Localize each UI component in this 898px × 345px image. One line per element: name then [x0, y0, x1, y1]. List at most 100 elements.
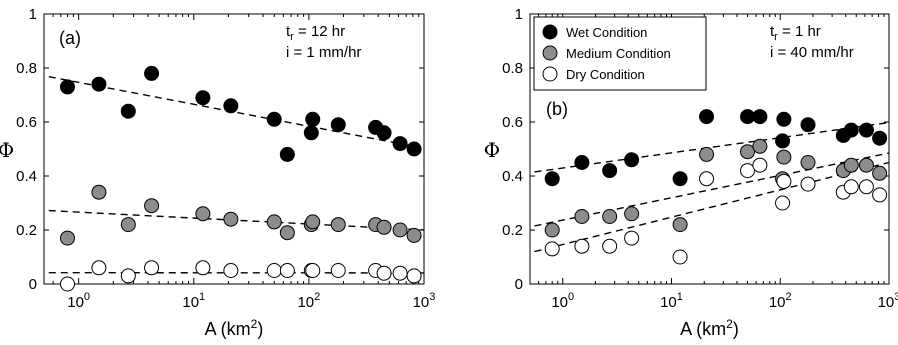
legend-marker-dry: [542, 66, 558, 82]
data-point-medium: [872, 165, 888, 181]
x-tick-label-exponent: 2: [314, 291, 320, 303]
x-tick-label-exponent: 0: [84, 291, 90, 303]
data-point-dry: [872, 187, 888, 203]
data-point-dry: [752, 157, 768, 173]
data-point-medium: [305, 214, 321, 230]
data-point-medium: [279, 225, 295, 241]
data-point-medium: [699, 146, 715, 162]
annotation-line: tr = 12 hr: [286, 23, 345, 43]
x-tick-label-base: 10: [67, 294, 84, 311]
y-axis-label: Φ: [484, 138, 500, 162]
annotation-text-rest: = 12 hr: [294, 23, 345, 40]
data-point-dry: [699, 171, 715, 187]
plot-frame: [43, 13, 425, 285]
x-axis-label-superscript: 2: [251, 317, 258, 331]
plot-frame: [529, 13, 890, 285]
x-tick-label-exponent: 1: [199, 291, 205, 303]
annotation-line: i = 40 mm/hr: [770, 44, 854, 61]
data-point-wet: [699, 109, 715, 125]
x-tick-label-base: 10: [660, 294, 677, 311]
data-point-wet: [91, 76, 107, 92]
x-axis-label-main: A (km: [680, 319, 726, 339]
data-point-dry: [279, 263, 295, 278]
x-tick-label: 100: [67, 291, 90, 311]
data-point-dry: [376, 265, 392, 281]
x-axis-label-close: ): [257, 319, 263, 339]
data-point-wet: [624, 152, 640, 168]
panel-label: (b): [546, 99, 568, 119]
data-point-dry: [195, 260, 211, 276]
x-tick-label-base: 10: [413, 294, 430, 311]
panel-label: (a): [59, 28, 81, 48]
data-point-dry: [574, 238, 590, 254]
data-point-wet: [144, 65, 160, 81]
data-point-wet: [602, 163, 618, 179]
y-tick-label: 0.2: [16, 222, 37, 239]
x-tick-label-base: 10: [297, 294, 314, 311]
x-tick-label-exponent: 2: [786, 291, 792, 303]
data-point-wet: [305, 111, 321, 127]
data-point-wet: [776, 111, 792, 127]
data-point-dry: [624, 230, 640, 246]
annotation-text: i = 40 mm/hr: [770, 44, 854, 61]
fit-line-medium: [48, 209, 425, 231]
x-tick-label-base: 10: [551, 294, 568, 311]
data-point-dry: [59, 276, 75, 292]
data-point-wet: [120, 103, 136, 119]
data-point-dry: [144, 260, 160, 276]
x-tick-label: 102: [297, 291, 320, 311]
data-point-dry: [91, 260, 107, 276]
y-tick-label: 1: [515, 6, 523, 23]
data-point-wet: [544, 171, 560, 187]
data-point-medium: [266, 214, 282, 230]
data-point-wet: [376, 125, 392, 141]
annotation-text-rest: = 1 hr: [778, 23, 821, 40]
x-axis-label-superscript: 2: [726, 317, 733, 331]
annotation-line: tr = 1 hr: [770, 23, 821, 43]
data-point-medium: [223, 211, 239, 227]
data-point-medium: [195, 206, 211, 222]
data-point-wet: [752, 109, 768, 125]
data-point-wet: [59, 79, 75, 95]
x-tick-label: 103: [413, 291, 436, 311]
data-point-dry: [843, 179, 859, 195]
data-point-wet: [279, 146, 295, 162]
x-axis-label-close: ): [733, 319, 739, 339]
data-point-medium: [672, 217, 688, 233]
data-point-dry: [223, 263, 239, 278]
data-point-wet: [843, 122, 859, 138]
annotation-subscript: r: [290, 31, 294, 43]
data-point-medium: [406, 227, 422, 243]
data-point-dry: [544, 241, 560, 257]
fit-line-medium: [534, 152, 890, 227]
fit-line-dry: [534, 161, 890, 253]
data-point-dry: [672, 249, 688, 265]
x-tick-label-exponent: 3: [894, 291, 898, 303]
data-point-medium: [330, 217, 346, 233]
legend-marker-wet: [542, 24, 558, 40]
x-tick-label-exponent: 3: [429, 291, 435, 303]
data-point-wet: [800, 117, 816, 133]
data-point-dry: [406, 268, 422, 284]
data-point-medium: [59, 230, 75, 246]
data-point-dry: [740, 163, 756, 179]
y-tick-label: 0.8: [502, 60, 523, 77]
y-tick-label: 0.4: [16, 168, 37, 185]
data-point-medium: [740, 144, 756, 160]
y-tick-label: 0: [29, 276, 37, 293]
data-point-medium: [544, 222, 560, 238]
legend: Wet Condition Medium Condition Dry Conditi…: [533, 16, 707, 91]
data-point-medium: [602, 209, 618, 224]
x-tick-label: 100: [551, 291, 574, 311]
fit-line-wet: [48, 75, 425, 149]
y-tick-label: 1: [29, 6, 37, 23]
x-tick-label-exponent: 0: [568, 291, 574, 303]
annotation-text: i = 1 mm/hr: [286, 44, 361, 61]
data-point-medium: [574, 209, 590, 224]
annotation-text: t: [770, 23, 775, 40]
y-tick-label: 0.4: [502, 168, 523, 185]
data-point-wet: [858, 122, 874, 138]
data-point-medium: [624, 206, 640, 222]
